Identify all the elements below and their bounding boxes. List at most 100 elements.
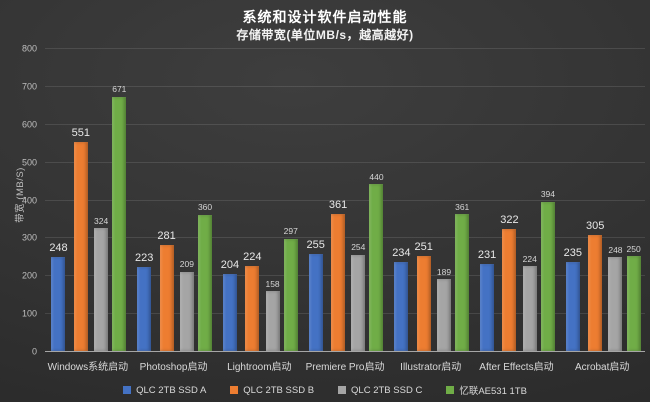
bar-value-label: 248	[608, 244, 623, 255]
bar	[112, 96, 127, 351]
bar	[137, 266, 152, 351]
chart-title: 系统和设计软件启动性能	[242, 9, 408, 25]
bar	[455, 214, 470, 351]
bar-column: 361	[455, 48, 469, 351]
bar-column: 235	[564, 48, 582, 351]
bar-group: 255 361 254 440	[302, 48, 388, 351]
bar	[265, 291, 280, 351]
bar-column: 224	[523, 48, 537, 351]
y-tick-label: 300	[21, 232, 37, 243]
bar-column: 254	[351, 48, 365, 351]
bar	[522, 266, 537, 351]
legend-swatch-icon	[123, 386, 132, 394]
bar-group: 231 322 224 394	[474, 48, 560, 351]
y-tick-label: 0	[31, 346, 37, 357]
bar-value-label: 158	[265, 278, 280, 289]
bar-value-label: 394	[540, 189, 555, 200]
bar-column: 231	[478, 48, 496, 351]
bar-value-label: 209	[179, 259, 194, 270]
legend-label: QLC 2TB SSD A	[136, 384, 207, 396]
bar-column: 551	[72, 48, 90, 351]
y-axis-ticks: 0 100 200 300 400 500 600 700 800	[0, 44, 40, 356]
y-tick-label: 800	[21, 43, 37, 54]
bar	[245, 266, 260, 351]
bar-group: 234 251 189 361	[388, 48, 474, 351]
x-axis-category-label: Photoshop启动	[139, 362, 208, 373]
bar-column: 324	[94, 48, 108, 351]
bar-column: 248	[608, 48, 623, 351]
bar	[283, 238, 298, 351]
bar-value-label: 250	[626, 243, 641, 254]
legend-swatch-icon	[338, 386, 347, 394]
bar	[502, 229, 517, 351]
bar-column: 394	[541, 48, 555, 351]
legend: QLC 2TB SSD A QLC 2TB SSD B QLC 2TB SSD C 忆…	[0, 383, 650, 397]
bar-column: 189	[437, 48, 451, 351]
bar-column: 209	[180, 48, 194, 351]
bar-group: 204 224 158 297	[216, 48, 302, 351]
y-tick-label: 500	[21, 157, 37, 168]
y-tick-label: 400	[21, 195, 37, 205]
bar-group: 235 305 248 250	[559, 48, 645, 351]
legend-item: QLC 2TB SSD B	[230, 385, 314, 396]
x-axis-category-label: Lightroom启动	[227, 362, 292, 373]
bar	[179, 271, 194, 351]
bar	[331, 214, 345, 351]
bar-value-label: 248	[49, 242, 68, 255]
y-tick-label: 700	[21, 81, 37, 92]
legend-item: QLC 2TB SSD C	[338, 385, 422, 396]
bar-column: 224	[243, 48, 261, 351]
bar	[222, 273, 237, 351]
bar-value-label: 440	[369, 171, 384, 182]
x-axis-line	[45, 351, 645, 352]
bar	[480, 263, 495, 351]
bar-column: 297	[284, 48, 298, 351]
bar	[565, 262, 580, 351]
legend-label: QLC 2TB SSD C	[351, 384, 423, 396]
y-tick-label: 100	[21, 308, 37, 319]
x-axis-category-label: Windows系统启动	[47, 362, 129, 373]
bar-value-label: 322	[500, 214, 519, 227]
bar-column: 281	[157, 48, 176, 351]
bar	[416, 255, 431, 351]
gridline	[45, 123, 645, 125]
bar-column: 255	[306, 48, 325, 351]
gridline	[45, 313, 645, 315]
bar-value-label: 551	[71, 127, 91, 140]
bar	[394, 262, 409, 351]
gridline	[45, 161, 645, 163]
bar-group: 223 281 209 360	[131, 48, 217, 351]
bar-value-label: 254	[351, 242, 366, 253]
bar	[588, 235, 603, 351]
bar	[626, 256, 641, 351]
bar-column: 305	[586, 48, 604, 351]
bar-value-label: 204	[220, 258, 240, 271]
bar-value-label: 324	[94, 215, 109, 226]
bar-value-label: 224	[243, 251, 262, 264]
bar-column: 234	[392, 48, 411, 351]
bar	[94, 228, 109, 351]
x-axis-labels: Windows系统启动 Photoshop启动 Lightroom启动 Premier…	[45, 358, 645, 373]
plot-area: 248 551 324 671 223 281 209 360 204 224 158 297 255 3…	[45, 48, 645, 352]
bar-column: 158	[265, 48, 280, 351]
bar	[159, 244, 174, 351]
gridline	[45, 237, 645, 239]
bar-column: 360	[198, 48, 212, 351]
chart-subtitle: 存储带宽(单位MB/s，越高越好)	[236, 28, 414, 42]
bar	[51, 257, 66, 351]
legend-swatch-icon	[230, 386, 239, 394]
bar-column: 223	[135, 48, 153, 351]
bar	[608, 257, 623, 351]
bar	[73, 142, 88, 351]
bar-column: 440	[369, 48, 384, 351]
bar-value-label: 305	[585, 220, 605, 233]
bar	[198, 214, 213, 351]
y-tick-label: 200	[21, 270, 37, 281]
bar-column: 251	[415, 48, 433, 351]
bar-group: 248 551 324 671	[45, 48, 131, 351]
x-axis-category-label: Illustrator启动	[400, 362, 462, 373]
bar-column: 322	[500, 48, 519, 351]
x-axis-category-label: After Effects启动	[479, 362, 554, 373]
bar-value-label: 360	[197, 202, 213, 213]
